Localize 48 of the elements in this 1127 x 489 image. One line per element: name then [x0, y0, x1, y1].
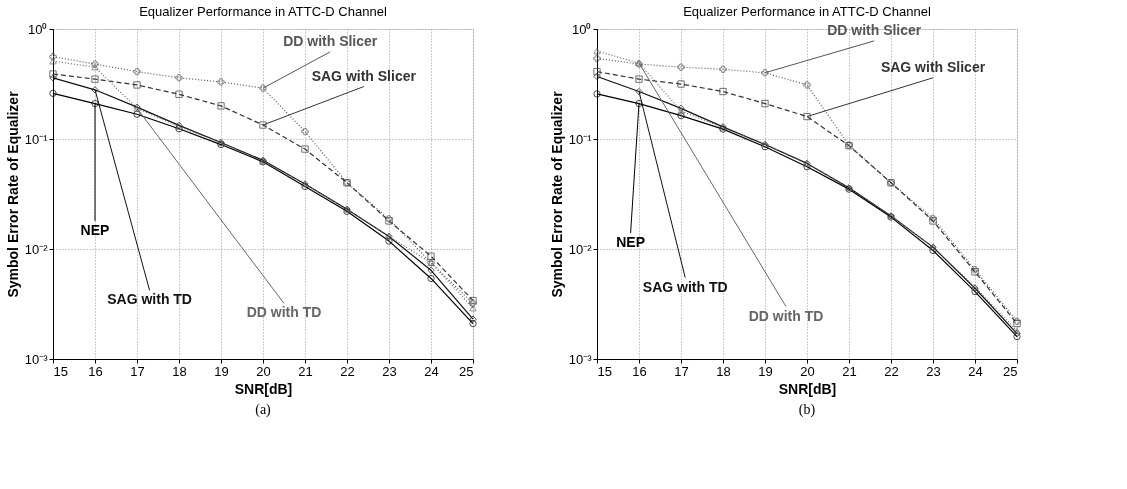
text: (b)	[798, 402, 816, 418]
text: DD with TD	[246, 304, 322, 321]
y-tick-label: 10⁰	[572, 21, 592, 37]
x-tick-label: 24	[424, 363, 439, 379]
y-tick-label: 10⁻³	[24, 351, 49, 367]
x-tick-label: 21	[842, 363, 857, 379]
x-tick-label: 15	[597, 363, 612, 379]
text: DD with TD	[748, 307, 824, 324]
y-tick-label: 10⁻¹	[568, 131, 593, 147]
x-tick-label: 25	[1003, 363, 1018, 379]
x-tick-label: 22	[884, 363, 899, 379]
y-tick-label: 10⁻²	[568, 241, 593, 257]
text: DD with Slicer	[827, 21, 922, 38]
x-tick-label: 17	[130, 363, 145, 379]
text: (a)	[255, 402, 272, 418]
text: NEP	[616, 233, 645, 250]
x-axis-title: SNR[dB]	[234, 380, 293, 397]
x-tick-label: 21	[298, 363, 313, 379]
y-axis-title: Symbol Error Rate of Equalizer	[548, 90, 565, 298]
x-tick-label: 18	[716, 363, 731, 379]
x-tick-label: 24	[968, 363, 983, 379]
text: NEP	[80, 221, 110, 238]
x-tick-label: 18	[172, 363, 187, 379]
x-tick-label: 25	[459, 363, 474, 379]
x-tick-label: 16	[632, 363, 647, 379]
x-tick-label: 22	[340, 363, 355, 379]
chart-title: Equalizer Performance in ATTC-D Channel	[139, 4, 387, 19]
x-tick-label: 15	[53, 363, 68, 379]
text: SAG with Slicer	[311, 67, 417, 84]
x-tick-label: 19	[758, 363, 773, 379]
text: DD with Slicer	[283, 32, 378, 49]
x-axis-title: SNR[dB]	[778, 380, 837, 397]
text: SAG with Slicer	[880, 58, 986, 75]
y-tick-label: 10⁰	[28, 21, 48, 37]
chart-title: Equalizer Performance in ATTC-D Channel	[683, 4, 931, 19]
text: SAG with TD	[107, 291, 192, 308]
y-tick-label: 10⁻²	[24, 241, 49, 257]
x-tick-label: 23	[926, 363, 941, 379]
x-tick-label: 23	[382, 363, 397, 379]
x-tick-label: 20	[256, 363, 271, 379]
x-tick-label: 16	[88, 363, 103, 379]
y-tick-label: 10⁻¹	[24, 131, 49, 147]
text: SAG with TD	[642, 278, 728, 295]
y-tick-label: 10⁻³	[568, 351, 593, 367]
x-tick-label: 20	[800, 363, 815, 379]
x-tick-label: 19	[214, 363, 229, 379]
x-tick-label: 17	[674, 363, 689, 379]
y-axis-title: Symbol Error Rate of Equalizer	[4, 90, 21, 298]
